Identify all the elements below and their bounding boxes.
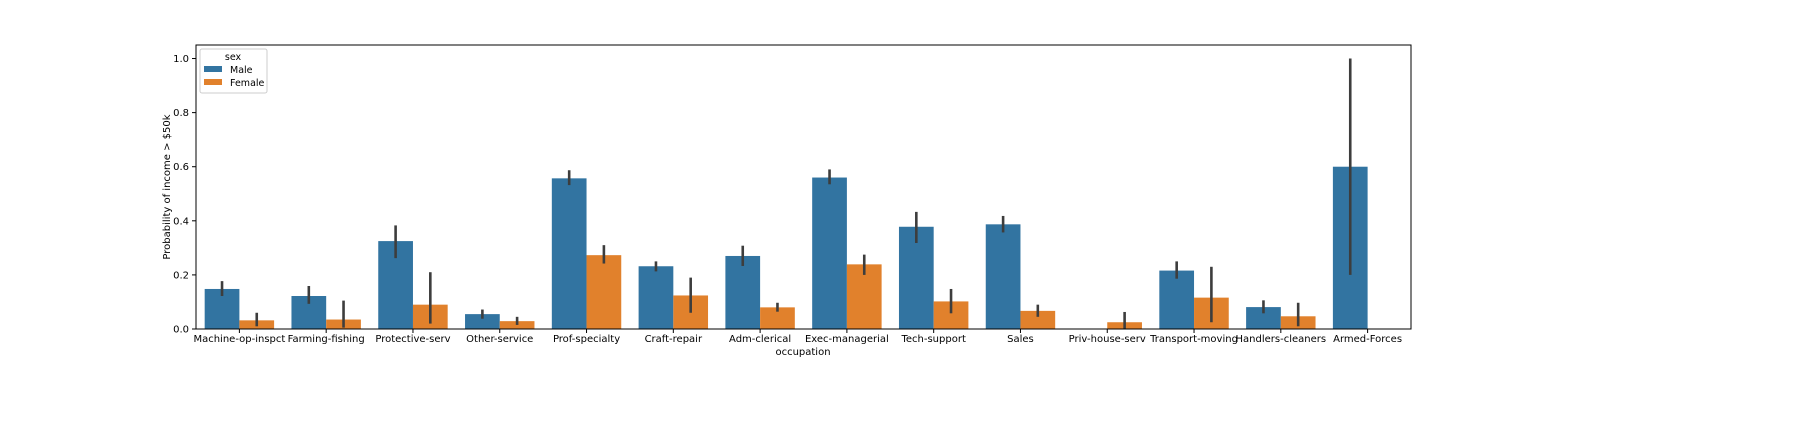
bar [725, 255, 761, 329]
x-tick-label: Farming-fishing [288, 334, 365, 345]
bar [812, 177, 847, 329]
x-tick-label: Craft-repair [645, 334, 703, 345]
x-tick-label: Adm-clerical [729, 334, 791, 345]
x-tick-label: Prof-specialty [553, 334, 620, 345]
x-tick-label: Armed-Forces [1333, 334, 1402, 345]
x-tick-label: Tech-support [900, 334, 965, 345]
x-axis: Machine-op-inspct Farming-fishing Protecti… [193, 329, 1402, 345]
y-tick-label: 1.0 [173, 54, 189, 65]
legend-entry-label: Female [227, 78, 265, 89]
x-tick-label: Sales [1007, 334, 1034, 345]
bar [1246, 307, 1281, 329]
y-axis-label: Probability of income > $50k [162, 114, 173, 259]
legend-entry-label: Male [227, 65, 253, 76]
plot-frame [195, 44, 1412, 330]
x-tick-label: Other-service [466, 334, 533, 345]
x-tick-label: Handlers-cleaners [1236, 334, 1327, 345]
bar [985, 224, 1021, 329]
x-tick-label: Machine-op-inspct [193, 334, 285, 345]
x-axis-label: occupation [775, 347, 830, 358]
bars-layer [204, 166, 1368, 329]
legend-title: sex [225, 52, 242, 63]
x-tick-label: Exec-managerial [805, 334, 889, 345]
legend: sex Male Female [199, 48, 268, 94]
bar [898, 226, 934, 329]
legend-swatch [204, 66, 222, 72]
bar [465, 314, 500, 329]
y-tick-label: 0.8 [173, 108, 189, 119]
bar [760, 307, 795, 329]
legend-swatch [204, 79, 222, 85]
y-tick-label: 0.2 [173, 270, 189, 281]
y-tick-label: 0.4 [173, 216, 189, 227]
error-bars-layer [220, 58, 1352, 329]
y-axis: 0.0 0.2 0.4 0.6 0.8 1.0 [173, 54, 196, 336]
bar [551, 178, 587, 329]
bar [846, 264, 882, 329]
x-tick-label: Transport-moving [1149, 334, 1238, 345]
bar [1159, 270, 1195, 329]
y-tick-label: 0.0 [173, 325, 189, 336]
bar [586, 255, 622, 329]
bar [638, 266, 674, 329]
bar [499, 321, 535, 329]
x-tick-label: Priv-house-serv [1069, 334, 1146, 345]
bar [1020, 310, 1056, 329]
x-tick-label: Protective-serv [375, 334, 450, 345]
y-tick-label: 0.6 [173, 162, 189, 173]
